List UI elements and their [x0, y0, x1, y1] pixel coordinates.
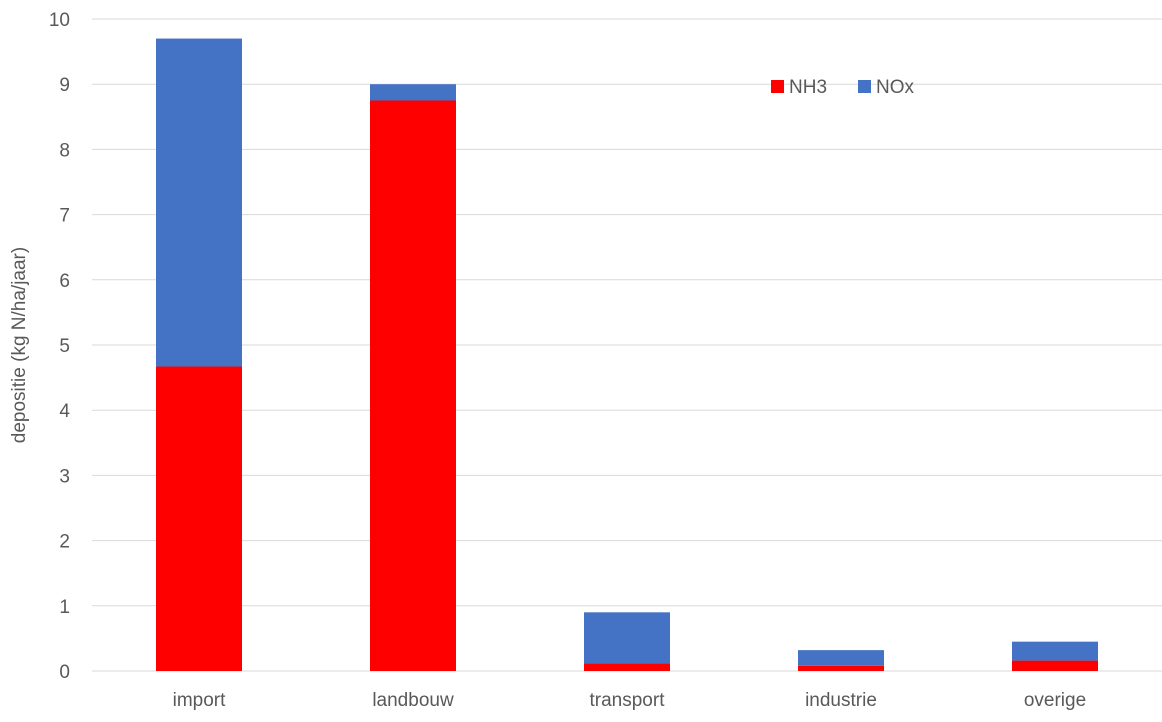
y-tick-label: 2 — [59, 532, 70, 553]
y-tick-label: 4 — [59, 401, 70, 422]
x-tick-label: import — [173, 690, 227, 711]
y-tick-label: 8 — [59, 140, 70, 161]
x-tick-label: overige — [1024, 690, 1086, 711]
y-tick-label: 6 — [59, 271, 70, 292]
bar-nh3-transport — [584, 663, 670, 671]
legend: NH3 NOx — [771, 77, 915, 98]
y-tick-label: 5 — [59, 336, 70, 357]
bar-nox-import — [156, 38, 242, 367]
bar-nox-landbouw — [370, 84, 456, 101]
legend-label-nh3: NH3 — [789, 77, 827, 98]
legend-swatch-nox — [858, 80, 871, 93]
y-tick-label: 10 — [49, 10, 70, 31]
gridlines — [92, 18, 1162, 672]
y-tick-label: 3 — [59, 466, 70, 487]
x-tick-label: landbouw — [372, 690, 454, 711]
y-tick-label: 1 — [59, 597, 70, 618]
bar-nox-overige — [1012, 641, 1098, 661]
y-axis-title: depositie (kg N/ha/jaar) — [9, 247, 30, 443]
bar-nox-transport — [584, 612, 670, 664]
bar-nh3-overige — [1012, 660, 1098, 671]
legend-swatch-nh3 — [771, 80, 784, 93]
y-tick-label: 7 — [59, 206, 70, 227]
bar-nox-industrie — [798, 650, 884, 666]
bar-nh3-landbouw — [370, 100, 456, 671]
legend-label-nox: NOx — [876, 77, 915, 98]
x-tick-label: industrie — [805, 690, 877, 711]
y-tick-label: 9 — [59, 75, 70, 96]
bar-nh3-industrie — [798, 665, 884, 671]
bar-nh3-import — [156, 366, 242, 671]
y-tick-label: 0 — [59, 662, 70, 683]
x-tick-label: transport — [590, 690, 666, 711]
bars — [156, 38, 1098, 671]
axes: depositie (kg N/ha/jaar) 0 1 2 3 4 5 6 7 8 9 10 imp… — [9, 10, 1086, 711]
